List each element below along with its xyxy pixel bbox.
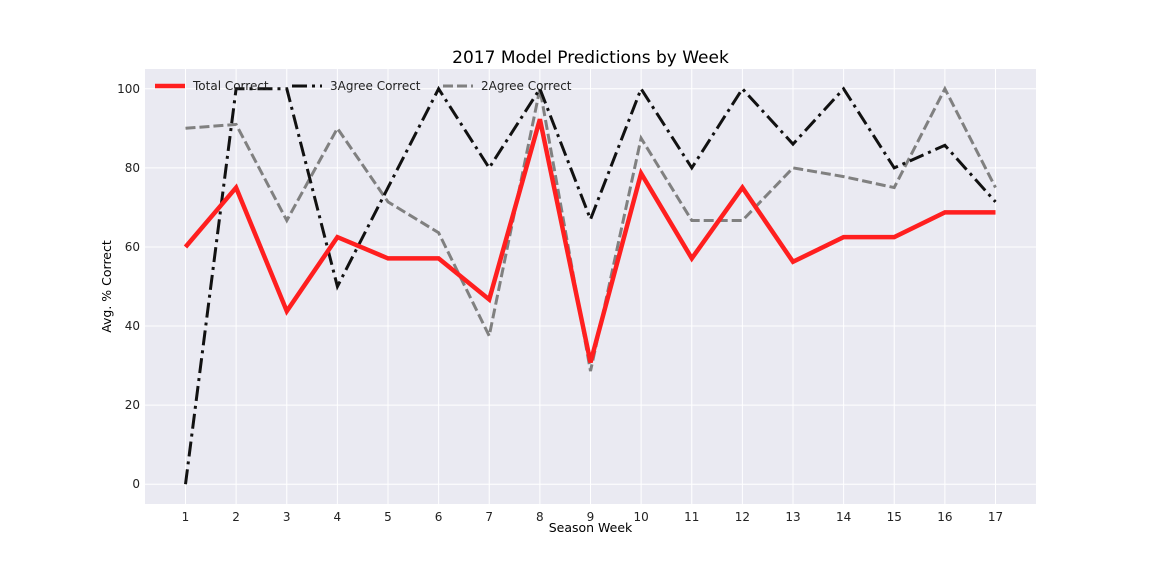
series-line-3agree-correct [184, 85, 997, 485]
y-axis-label: Avg. % Correct [99, 240, 114, 333]
legend-label: 3Agree Correct [330, 79, 421, 93]
x-tick-label: 1 [182, 510, 190, 524]
y-tick-label: 0 [132, 477, 140, 491]
legend-label: Total Correct [192, 79, 269, 93]
x-tick-label: 16 [937, 510, 952, 524]
x-tick-label: 7 [485, 510, 493, 524]
x-tick-label: 8 [536, 510, 544, 524]
x-axis-ticks: 1 2 3 4 5 6 7 8 9 10 11 12 13 14 15 16 17 [182, 510, 1003, 524]
chart-title: 2017 Model Predictions by Week [452, 48, 729, 68]
x-axis-label: Season Week [549, 520, 633, 535]
x-tick-label: 12 [735, 510, 750, 524]
series-layer [183, 85, 997, 485]
y-tick-label: 100 [117, 82, 140, 96]
y-tick-label: 80 [125, 161, 140, 175]
y-tick-label: 40 [125, 319, 140, 333]
x-tick-label: 17 [988, 510, 1003, 524]
x-tick-label: 3 [283, 510, 291, 524]
y-axis-ticks: 0 20 40 60 80 100 [117, 82, 140, 491]
legend: Total Correct 3Agree Correct 2Agree Correc… [155, 79, 572, 93]
series-line-2agree-correct [185, 85, 997, 372]
x-tick-label: 10 [633, 510, 648, 524]
x-tick-label: 14 [836, 510, 851, 524]
x-tick-label: 6 [435, 510, 443, 524]
y-tick-label: 60 [125, 240, 140, 254]
x-tick-label: 13 [785, 510, 800, 524]
x-tick-label: 9 [587, 510, 595, 524]
y-tick-label: 20 [125, 398, 140, 412]
x-tick-label: 5 [384, 510, 392, 524]
x-tick-label: 15 [887, 510, 902, 524]
legend-label: 2Agree Correct [481, 79, 572, 93]
x-tick-label: 4 [334, 510, 342, 524]
x-tick-label: 11 [684, 510, 699, 524]
series-line-total-correct [183, 118, 996, 363]
x-tick-label: 2 [232, 510, 240, 524]
gridlines [145, 69, 1036, 504]
